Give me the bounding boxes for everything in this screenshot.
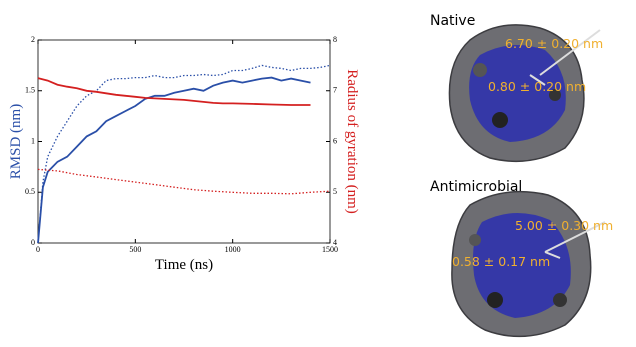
- y2-tick-label: 6: [333, 136, 337, 145]
- y2-tick-label: 4: [333, 238, 337, 247]
- series-line: [37, 168, 331, 195]
- annotation: 6.70 ± 0.20 nm: [505, 36, 603, 51]
- image-title: Antimicrobial: [430, 179, 522, 195]
- y2-tick-label: 7: [333, 86, 337, 95]
- y2-axis-label: Radius of gyration (nm): [344, 69, 360, 214]
- x-tick-label: 1000: [225, 245, 241, 254]
- series-line: [37, 64, 331, 244]
- annotation: 5.00 ± 0.30 nm: [515, 218, 613, 233]
- protein-native: [448, 24, 601, 163]
- series-line: [37, 77, 311, 106]
- annotation: 0.80 ± 0.20 nm: [488, 79, 586, 94]
- x-tick-label: 500: [129, 245, 141, 254]
- x-tick-label: 1500: [322, 245, 338, 254]
- series-line: [37, 76, 311, 244]
- y-tick-label: 1.5: [25, 86, 35, 95]
- y2-tick-label: 5: [333, 187, 337, 196]
- y-tick-label: 1: [31, 136, 35, 145]
- y2-tick-label: 8: [333, 35, 337, 44]
- x-axis-label: Time (ns): [155, 257, 213, 273]
- y-tick-label: 0.5: [25, 187, 35, 196]
- y-tick-label: 0: [31, 238, 35, 247]
- annotation: 0.58 ± 0.17 nm: [452, 254, 550, 269]
- y-tick-label: 2: [31, 35, 35, 44]
- x-tick-label: 0: [36, 245, 40, 254]
- y-axis-label: RMSD (nm): [8, 104, 24, 179]
- chart: 0 500 1000 1500 0 0.5 1 1.5 2 4 5 6 7 8 Time (ns) RMSD …: [8, 35, 360, 273]
- protein-antimicrobial: [451, 190, 606, 338]
- image-title: Native: [430, 13, 475, 29]
